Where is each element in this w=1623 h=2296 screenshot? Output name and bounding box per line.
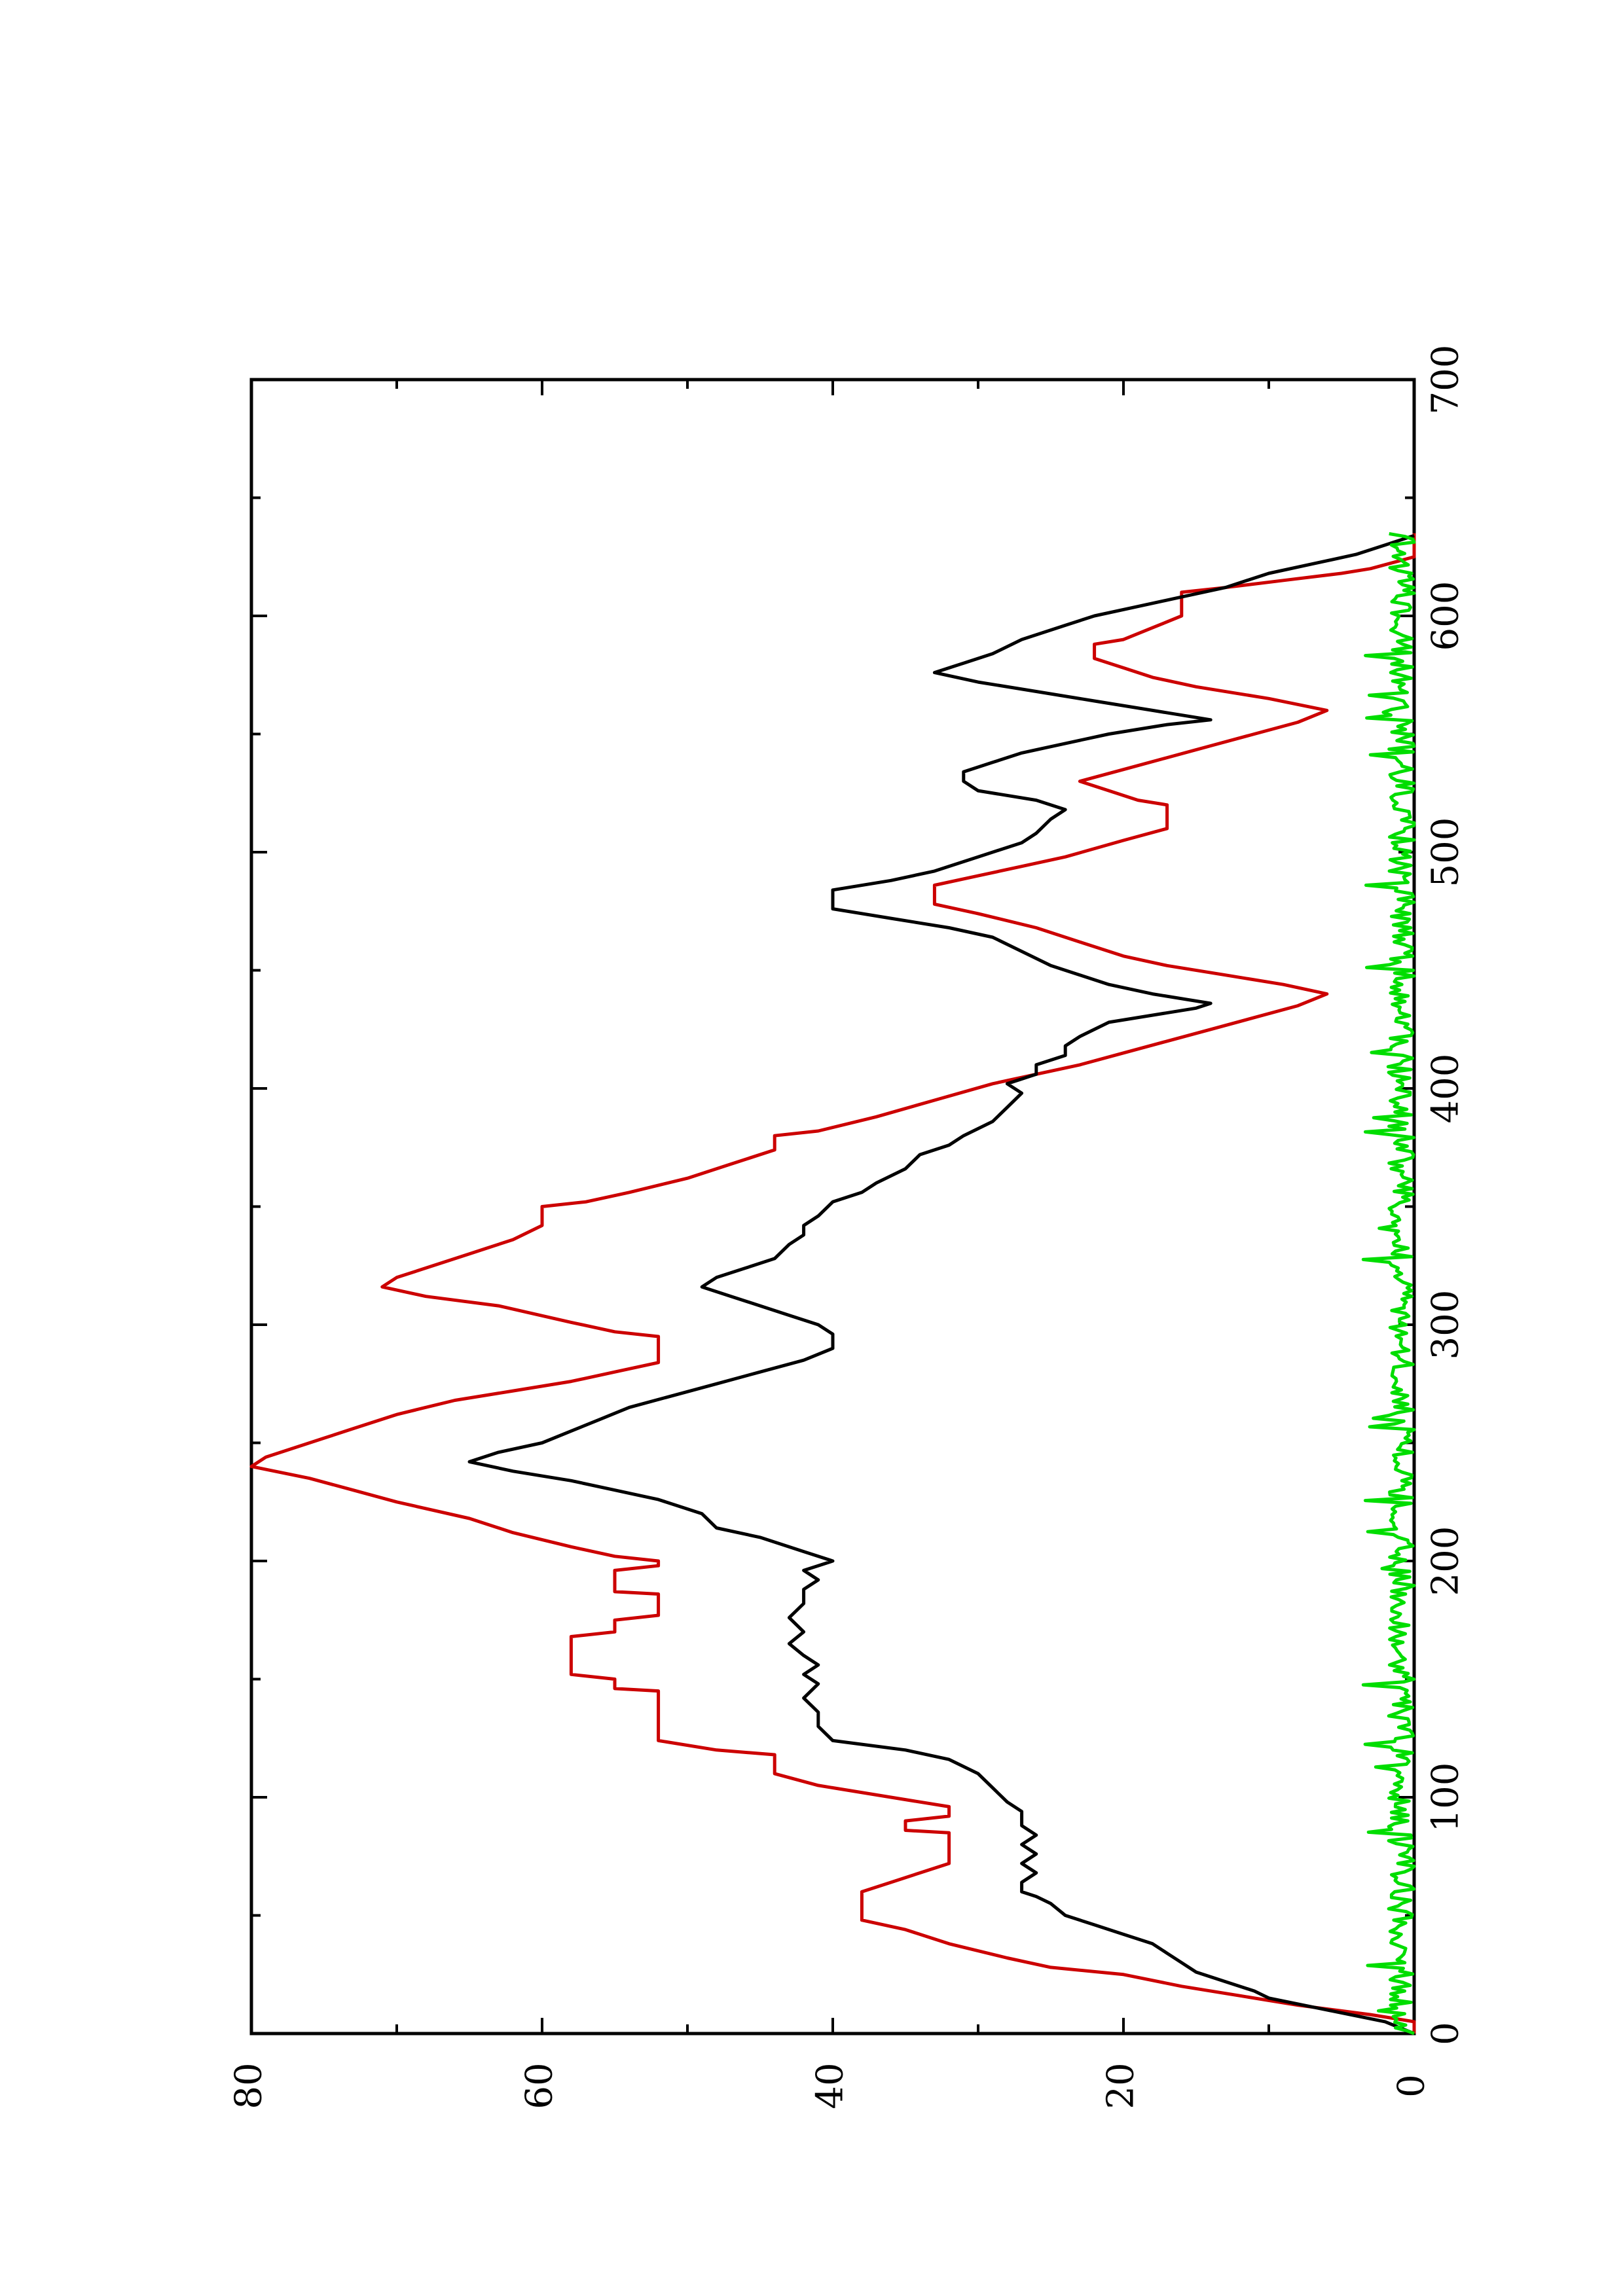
x-tick-label: 500 xyxy=(1425,817,1467,888)
x-tick-label: 200 xyxy=(1425,1526,1467,1596)
y-tick-label: 40 xyxy=(809,2062,852,2109)
y-tick-label: 80 xyxy=(228,2062,270,2109)
x-tick-label: 700 xyxy=(1425,345,1467,415)
x-tick-label: 300 xyxy=(1425,1290,1467,1360)
y-tick-label: 0 xyxy=(1391,2074,1433,2098)
y-tick-label: 60 xyxy=(519,2062,561,2109)
series-layer xyxy=(249,531,1416,2036)
x-tick-label: 400 xyxy=(1425,1054,1467,1124)
series-line-1 xyxy=(249,533,1416,2034)
x-tick-label: 600 xyxy=(1425,581,1467,651)
axis-tick-labels: 0 100 200 300 400 500 600 700 0 20 40 60 80 xyxy=(228,345,1467,2109)
series-line-2 xyxy=(467,533,1415,2036)
x-tick-label: 0 xyxy=(1425,2022,1467,2045)
plot-frame xyxy=(249,378,1416,2036)
y-tick-label: 20 xyxy=(1100,2062,1142,2109)
series-line-3 xyxy=(1361,531,1416,2036)
x-tick-label: 100 xyxy=(1425,1763,1467,1833)
axis-ticks xyxy=(250,378,1415,2035)
